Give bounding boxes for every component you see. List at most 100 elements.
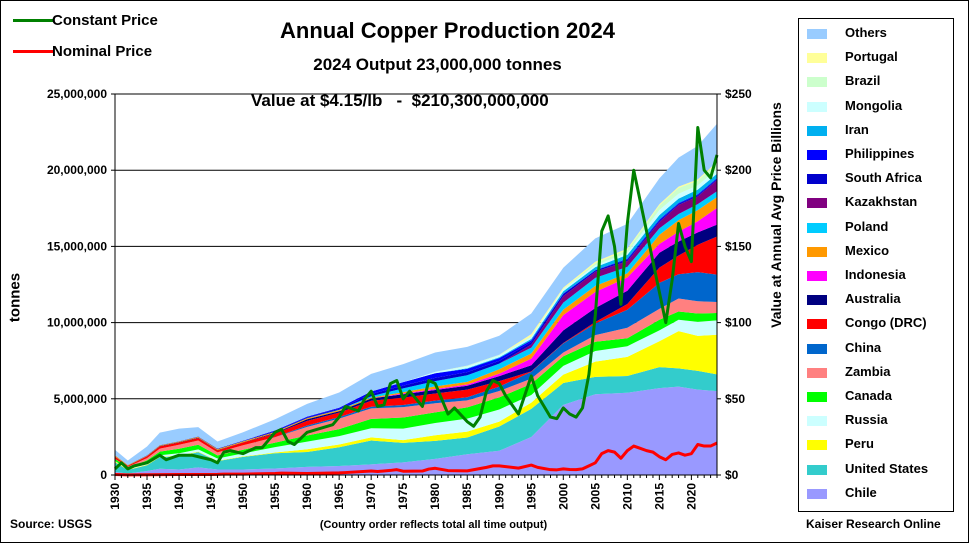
- y-tick-label: 0: [100, 468, 107, 482]
- legend-item-russia: Russia: [799, 409, 953, 433]
- legend-label: Kazakhstan: [845, 194, 918, 210]
- y-axis-label: tonnes: [6, 272, 24, 323]
- area-chile: [115, 386, 717, 475]
- source-note: Source: USGS: [10, 517, 93, 531]
- legend-label: Portugal: [845, 49, 898, 65]
- y-tick-label: 20,000,000: [47, 163, 107, 177]
- legend-item-philippines: Philippines: [799, 143, 953, 167]
- legend-label: Philippines: [845, 146, 915, 161]
- x-tick-label: 1965: [332, 483, 346, 510]
- legend-label: Congo (DRC): [845, 315, 927, 331]
- y-tick-label: 25,000,000: [47, 87, 107, 101]
- y2-tick-label: $150: [725, 239, 752, 253]
- credit-note: Kaiser Research Online: [806, 517, 941, 531]
- area-china: [115, 272, 717, 467]
- chart-subtitle: 2024 Output 23,000,000 tonnes: [313, 55, 562, 74]
- legend-item-south-africa: South Africa: [799, 167, 953, 191]
- y2-tick-label: $250: [725, 87, 752, 101]
- area-canada: [115, 311, 717, 470]
- y-tick-label: 15,000,000: [47, 239, 107, 253]
- legend-item-indonesia: Indonesia: [799, 264, 953, 288]
- chart-title: Annual Copper Production 2024: [280, 18, 615, 43]
- area-united-states: [115, 367, 717, 474]
- legend-item-china: China: [799, 337, 953, 361]
- x-tick-label: 1955: [268, 483, 282, 510]
- legend-item-chile: Chile: [799, 482, 953, 506]
- legend-label: Mexico: [845, 242, 890, 258]
- x-tick-label: 1950: [236, 483, 250, 510]
- constant-price-label: Constant Price: [52, 12, 158, 29]
- x-tick-label: 1960: [300, 483, 314, 510]
- y-tick-label: 10,000,000: [47, 316, 107, 330]
- order-note: (Country order reflects total all time o…: [319, 519, 548, 531]
- legend-item-mongolia: Mongolia: [799, 95, 953, 119]
- legend-swatch: [807, 271, 827, 281]
- legend-swatch: [807, 77, 827, 88]
- x-tick-label: 1945: [204, 483, 218, 510]
- legend-label: Mongolia: [845, 97, 903, 113]
- nominal-price-label: Nominal Price: [52, 43, 153, 60]
- x-tick-label: 1995: [524, 483, 538, 510]
- legend-item-others: Others: [799, 22, 953, 46]
- legend-item-australia: Australia: [799, 288, 953, 312]
- legend-swatch: [807, 29, 827, 39]
- area-zambia: [115, 298, 717, 468]
- y2-tick-label: $0: [725, 468, 739, 482]
- y2-tick-label: $200: [725, 163, 752, 177]
- legend-item-poland: Poland: [799, 216, 953, 240]
- legend-swatch: [807, 246, 827, 257]
- x-tick-label: 1980: [428, 483, 442, 510]
- legend-swatch: [807, 101, 827, 112]
- legend-swatch: [807, 125, 827, 136]
- legend-label: Russia: [845, 412, 888, 428]
- legend-item-portugal: Portugal: [799, 46, 953, 70]
- x-tick-label: 1975: [396, 483, 410, 510]
- legend-label: Others: [845, 25, 887, 40]
- x-tick-label: 2020: [684, 483, 698, 510]
- x-tick-label: 1940: [172, 483, 186, 510]
- x-tick-label: 2015: [652, 483, 666, 510]
- legend-label: China: [845, 339, 882, 355]
- legend-label: United States: [845, 460, 929, 476]
- legend-swatch: [807, 392, 827, 402]
- legend-item-zambia: Zambia: [799, 361, 953, 385]
- x-tick-label: 2005: [588, 483, 602, 510]
- legend-label: Zambia: [845, 363, 891, 379]
- x-tick-label: 2000: [556, 483, 570, 510]
- y2-axis-label: Value at Annual Avg Price Billions: [768, 102, 784, 328]
- x-tick-label: 1990: [492, 483, 506, 510]
- legend-label: Chile: [845, 484, 877, 500]
- area-russia: [115, 319, 717, 470]
- x-tick-label: 1930: [108, 483, 122, 510]
- area-others: [115, 123, 717, 465]
- legend-item-brazil: Brazil: [799, 70, 953, 94]
- legend-swatch: [807, 464, 827, 475]
- x-tick-label: 1970: [364, 483, 378, 510]
- legend-item-mexico: Mexico: [799, 240, 953, 264]
- nominal-price-line-swatch: [13, 50, 53, 53]
- x-tick-label: 1935: [140, 483, 154, 510]
- area-congo-drc-: [115, 236, 717, 467]
- legend-item-kazakhstan: Kazakhstan: [799, 191, 953, 215]
- legend-swatch: [807, 222, 827, 233]
- legend-label: Iran: [845, 121, 869, 137]
- y2-tick-label: $100: [725, 316, 752, 330]
- legend-swatch: [807, 319, 827, 330]
- legend-item-peru: Peru: [799, 433, 953, 457]
- line-nominal-price: [114, 441, 718, 477]
- legend-constant-price: Constant Price: [9, 11, 199, 31]
- legend-label: Peru: [845, 436, 874, 452]
- legend-swatch: [807, 416, 827, 427]
- country-legend: Others Portugal Brazil Mongolia Iran Philippi…: [798, 18, 954, 512]
- legend-item-iran: Iran: [799, 119, 953, 143]
- legend-nominal-price: Nominal Price: [9, 42, 199, 62]
- y2-tick-label: $50: [725, 392, 745, 406]
- legend-item-united-states: United States: [799, 458, 953, 482]
- legend-swatch: [807, 440, 827, 451]
- legend-label: Indonesia: [845, 267, 906, 282]
- legend-item-congo-drc-: Congo (DRC): [799, 312, 953, 336]
- legend-swatch: [807, 295, 827, 306]
- legend-item-canada: Canada: [799, 385, 953, 409]
